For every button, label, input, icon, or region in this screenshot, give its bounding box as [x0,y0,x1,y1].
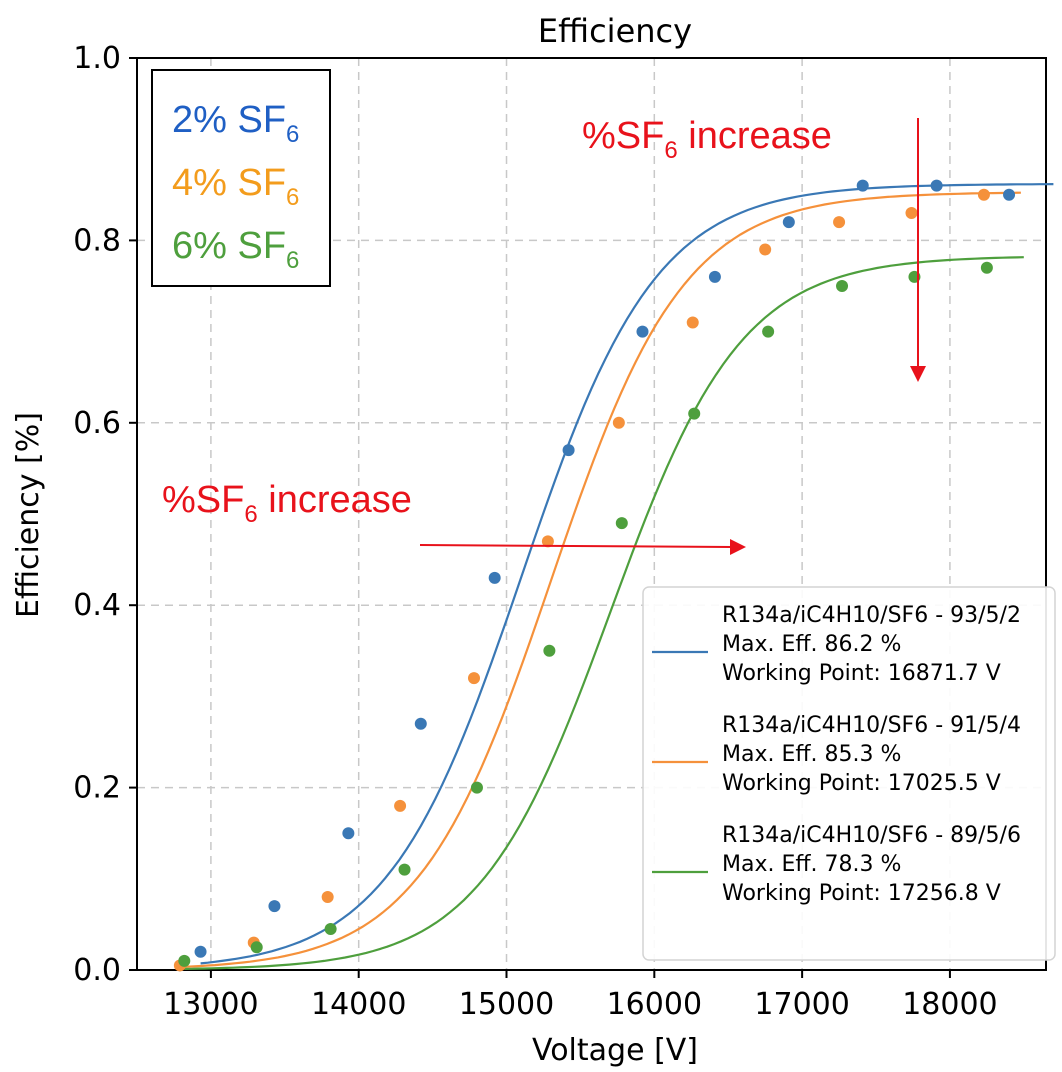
box-item-2pct-text: 2% SF [172,99,286,141]
horizontal-arrow-line [419,544,733,548]
legend-text-series-3: Working Point: 17256.8 V [722,881,1001,906]
sf6-box-frame [151,69,331,287]
box-item-4pct: 4% SF6 [172,162,299,211]
data-point-series-1 [562,444,575,457]
box-item-6pct-text: 6% SF [172,225,286,267]
y-tick-label: 0.8 [73,223,121,258]
y-tick-label: 0.6 [73,406,121,441]
data-point-series-2 [977,188,990,201]
data-point-series-1 [930,179,943,192]
data-points [173,179,1016,972]
data-point-series-1 [708,270,721,283]
legend: R134a/iC4H10/SF6 - 93/5/2 Max. Eff. 86.2 … [642,586,1056,961]
data-point-series-3 [324,922,337,935]
box-item-6pct: 6% SF6 [172,225,299,274]
data-point-series-3 [980,261,993,274]
data-point-series-2 [759,243,772,256]
x-tick-label: 14000 [311,987,406,1022]
data-point-series-3 [762,325,775,338]
data-point-series-2 [467,672,480,685]
x-tick-label: 16000 [607,987,702,1022]
data-point-series-1 [1003,188,1016,201]
data-point-series-3 [543,644,556,657]
legend-text-series-2: R134a/iC4H10/SF6 - 91/5/4 [722,713,1021,738]
data-point-series-3 [398,863,411,876]
x-tick-label: 18000 [902,987,997,1022]
data-point-series-1 [636,325,649,338]
legend-text-series-1: Working Point: 16871.7 V [722,661,1001,686]
y-tick-label: 0.4 [73,588,121,623]
x-axis-label: Voltage [V] [532,1033,698,1068]
fit-curve-series-2 [179,191,1021,969]
data-point-series-2 [541,535,554,548]
box-item-6pct-sub: 6 [286,247,299,274]
horizontal-arrow-label: %SF6 increase [162,479,412,528]
box-item-4pct-sub: 6 [286,184,299,211]
data-point-series-3 [615,517,628,530]
box-item-2pct-sub: 6 [286,121,299,148]
y-tick-label: 0.0 [73,953,121,988]
horizontal-arrow-label-suffix: increase [258,479,412,521]
y-axis-label: Efficiency [%] [11,412,46,618]
data-point-series-1 [268,900,281,913]
y-tick-label: 1.0 [73,41,121,76]
data-point-series-2 [686,316,699,329]
box-item-4pct-text: 4% SF [172,162,286,204]
data-point-series-1 [782,216,795,229]
data-point-series-3 [178,954,191,967]
horizontal-increase-annotation: %SF6 increase [162,479,746,555]
y-tick-label: 0.2 [73,771,121,806]
data-point-series-3 [470,781,483,794]
legend-text-series-2: Max. Eff. 85.3 % [722,742,901,767]
data-point-series-3 [688,407,701,420]
data-point-series-3 [836,280,849,292]
fit-curve-series-1 [200,183,1054,965]
y-axis-ticks: 0.0 0.2 0.4 0.6 0.8 1.0 [73,41,137,988]
vertical-increase-annotation: %SF6 increase [582,115,926,382]
vertical-arrow-label-suffix: increase [678,115,832,157]
data-point-series-1 [488,571,501,584]
vertical-arrow-label-prefix: %SF [582,115,664,157]
legend-text-series-1: R134a/iC4H10/SF6 - 93/5/2 [722,603,1021,628]
data-point-series-2 [612,416,625,429]
data-point-series-1 [194,945,207,958]
plot-frame [136,57,1047,971]
vertical-arrow-label-sub: 6 [664,137,677,164]
x-tick-label: 13000 [163,987,258,1022]
horizontal-arrow-label-prefix: %SF [162,479,244,521]
legend-text-series-2: Working Point: 17025.5 V [722,771,1001,796]
fit-curve-series-3 [184,256,1024,970]
box-item-2pct: 2% SF6 [172,99,299,148]
sf6-percentage-box: 2% SF6 4% SF6 6% SF6 [151,69,331,287]
legend-text-series-1: Max. Eff. 86.2 % [722,632,901,657]
fit-curves [179,183,1054,970]
data-point-series-2 [394,799,407,812]
x-tick-label: 15000 [459,987,554,1022]
data-point-series-2 [905,207,918,220]
data-point-series-2 [321,891,334,904]
data-point-series-1 [414,717,427,730]
horizontal-arrow-head [730,539,746,555]
vertical-arrow-head [910,366,926,382]
vertical-arrow-label: %SF6 increase [582,115,832,164]
legend-frame [642,586,1056,961]
data-point-series-3 [250,941,263,954]
data-point-series-1 [856,179,869,192]
x-axis-ticks: 13000 14000 15000 16000 17000 18000 [163,970,998,1022]
data-point-series-2 [833,216,846,229]
chart-title: Efficiency [538,12,692,50]
legend-text-series-3: R134a/iC4H10/SF6 - 89/5/6 [722,823,1021,848]
horizontal-arrow-label-sub: 6 [244,501,257,528]
data-point-series-1 [342,827,355,840]
legend-text-series-3: Max. Eff. 78.3 % [722,852,901,877]
x-tick-label: 17000 [754,987,849,1022]
